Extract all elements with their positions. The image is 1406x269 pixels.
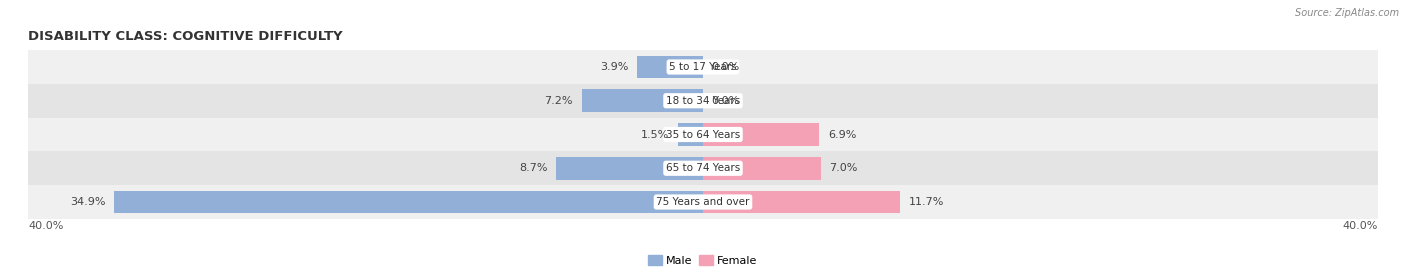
Bar — [28, 185, 1378, 219]
Text: 35 to 64 Years: 35 to 64 Years — [666, 129, 740, 140]
Bar — [637, 55, 703, 79]
Text: 18 to 34 Years: 18 to 34 Years — [666, 96, 740, 106]
Text: 8.7%: 8.7% — [519, 163, 548, 173]
Text: 40.0%: 40.0% — [28, 221, 63, 231]
Text: DISABILITY CLASS: COGNITIVE DIFFICULTY: DISABILITY CLASS: COGNITIVE DIFFICULTY — [28, 30, 343, 43]
Bar — [703, 157, 821, 180]
Legend: Male, Female: Male, Female — [644, 250, 762, 269]
Text: 7.2%: 7.2% — [544, 96, 574, 106]
Text: 11.7%: 11.7% — [908, 197, 945, 207]
Bar — [703, 123, 820, 146]
Text: 7.0%: 7.0% — [830, 163, 858, 173]
Bar — [28, 151, 1378, 185]
Bar — [582, 89, 703, 112]
Bar — [703, 190, 900, 214]
Bar — [557, 157, 703, 180]
Bar — [678, 123, 703, 146]
Text: 40.0%: 40.0% — [1343, 221, 1378, 231]
Text: 1.5%: 1.5% — [641, 129, 669, 140]
Text: 5 to 17 Years: 5 to 17 Years — [669, 62, 737, 72]
Bar — [114, 190, 703, 214]
Bar — [28, 50, 1378, 84]
Bar — [28, 84, 1378, 118]
Text: 34.9%: 34.9% — [70, 197, 105, 207]
Text: 65 to 74 Years: 65 to 74 Years — [666, 163, 740, 173]
Text: 0.0%: 0.0% — [711, 62, 740, 72]
Text: Source: ZipAtlas.com: Source: ZipAtlas.com — [1295, 8, 1399, 18]
Text: 6.9%: 6.9% — [828, 129, 856, 140]
Text: 75 Years and over: 75 Years and over — [657, 197, 749, 207]
Text: 0.0%: 0.0% — [711, 96, 740, 106]
Bar — [28, 118, 1378, 151]
Text: 3.9%: 3.9% — [600, 62, 628, 72]
